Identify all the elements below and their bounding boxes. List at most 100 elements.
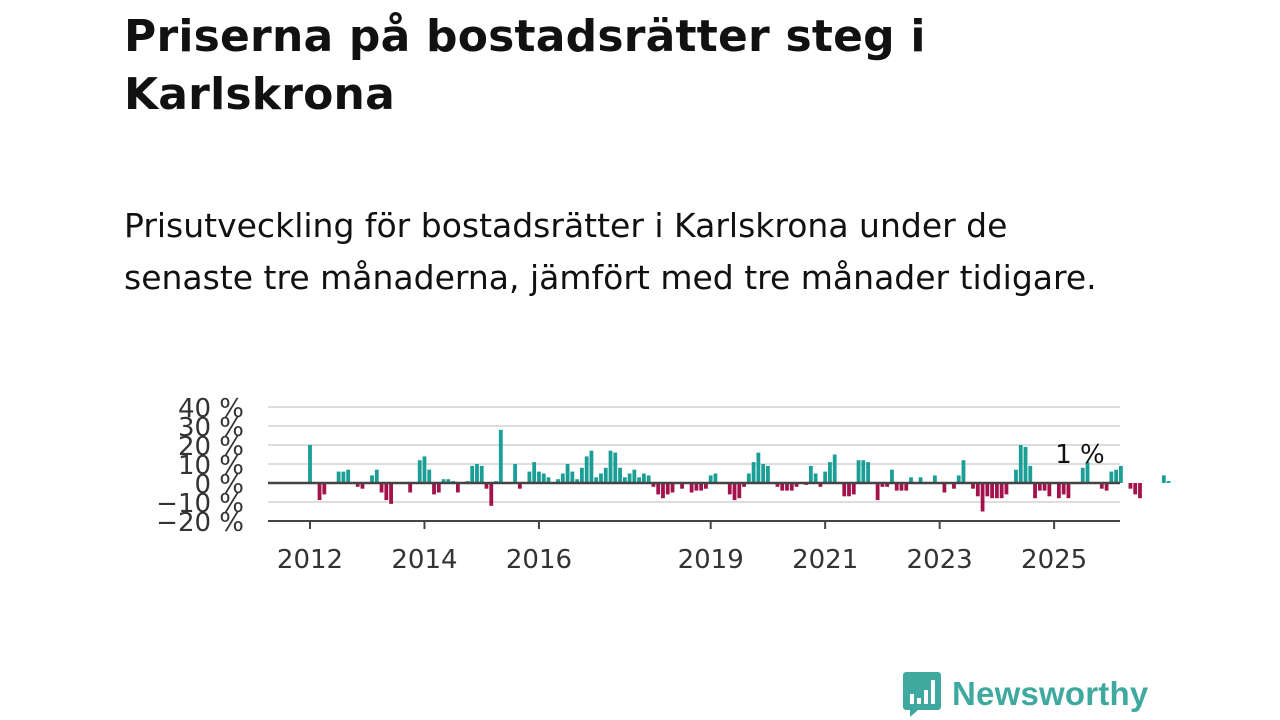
bar — [370, 475, 374, 483]
bar — [441, 479, 446, 483]
bar — [584, 456, 589, 483]
bar — [899, 483, 904, 491]
bar — [541, 473, 546, 483]
bar — [708, 475, 713, 483]
bar — [470, 465, 475, 483]
axes — [268, 481, 1120, 522]
bar — [842, 483, 847, 497]
bar — [746, 473, 751, 483]
bar — [851, 483, 856, 495]
bar — [699, 483, 704, 491]
bar — [818, 483, 823, 487]
bar — [1133, 483, 1138, 495]
bar — [856, 460, 861, 483]
bar — [680, 483, 684, 489]
x-tick-label: 2021 — [792, 545, 858, 575]
bar — [875, 483, 880, 501]
x-axis-ticks: 2012 2014 2016 2019 2021 2023 2025 — [277, 521, 1087, 575]
bar — [432, 483, 436, 495]
bar — [627, 473, 632, 483]
bar — [355, 483, 360, 487]
bar — [756, 452, 761, 483]
bar — [1166, 481, 1171, 483]
bar — [642, 473, 646, 483]
bar — [1109, 471, 1114, 483]
y-tick-label: 40 % — [178, 394, 244, 424]
grid-lines — [268, 406, 1120, 522]
bar — [1018, 445, 1023, 483]
newsworthy-logo: Newsworthy — [902, 670, 1148, 718]
bar — [527, 471, 532, 483]
bar — [637, 477, 642, 483]
y-tick-label: 20 % — [178, 432, 244, 462]
bar — [603, 467, 608, 483]
x-tick-label: 2019 — [678, 545, 744, 575]
bar — [861, 460, 866, 483]
bar — [1028, 465, 1033, 483]
bar — [780, 483, 785, 491]
bar — [346, 469, 351, 483]
bar — [742, 483, 746, 487]
bar — [379, 483, 384, 493]
bar — [885, 483, 890, 487]
bar — [599, 473, 603, 483]
bar — [1161, 475, 1166, 483]
bar — [828, 462, 832, 483]
y-tick-label: 10 % — [178, 451, 244, 481]
bar — [1104, 483, 1109, 491]
bar — [985, 483, 990, 497]
bar — [823, 471, 828, 483]
bar — [961, 460, 966, 483]
bar — [537, 471, 541, 483]
bars — [308, 429, 1171, 512]
bar — [975, 483, 980, 497]
bar — [813, 473, 818, 483]
bar — [971, 483, 975, 489]
x-tick-label: 2016 — [506, 545, 572, 575]
bar — [661, 483, 665, 499]
bar-chart-speech-bubble-icon — [903, 672, 941, 717]
page-subtitle: Prisutveckling för bostadsrätter i Karls… — [124, 206, 1097, 297]
bar — [980, 483, 985, 512]
bar — [847, 483, 851, 497]
bar — [632, 469, 637, 483]
bar — [727, 483, 732, 495]
bar — [1138, 483, 1142, 499]
bar — [1128, 483, 1133, 489]
bar — [594, 477, 599, 483]
bar — [446, 479, 451, 483]
bar — [589, 450, 594, 483]
bar — [956, 475, 961, 483]
page-title: Priserna på bostadsrätter steg i Karlskr… — [124, 11, 926, 120]
last-value-label: 1 % — [1055, 440, 1105, 470]
bar — [761, 464, 766, 483]
bar — [932, 475, 937, 483]
y-tick-label: −20 % — [156, 508, 244, 538]
bar — [1056, 483, 1061, 499]
bar — [341, 471, 346, 483]
bar — [1066, 483, 1071, 499]
bar — [484, 483, 489, 489]
bar — [880, 483, 885, 487]
bar — [646, 475, 651, 483]
bar — [579, 467, 584, 483]
bar — [794, 483, 799, 487]
bar — [704, 483, 708, 489]
bar — [556, 479, 560, 483]
bar — [1023, 446, 1028, 483]
brand-name: Newsworthy — [952, 675, 1149, 712]
bar — [565, 464, 570, 483]
bar — [656, 483, 661, 495]
bar — [374, 469, 379, 483]
bar — [808, 465, 813, 483]
bar — [766, 465, 770, 483]
bar — [789, 483, 794, 491]
bar — [994, 483, 999, 499]
x-tick-label: 2014 — [391, 545, 457, 575]
y-tick-label: −10 % — [156, 489, 244, 519]
bar — [942, 483, 947, 493]
bar — [408, 483, 413, 493]
bar — [1114, 469, 1119, 483]
bar — [1061, 483, 1066, 495]
bar — [904, 483, 909, 491]
